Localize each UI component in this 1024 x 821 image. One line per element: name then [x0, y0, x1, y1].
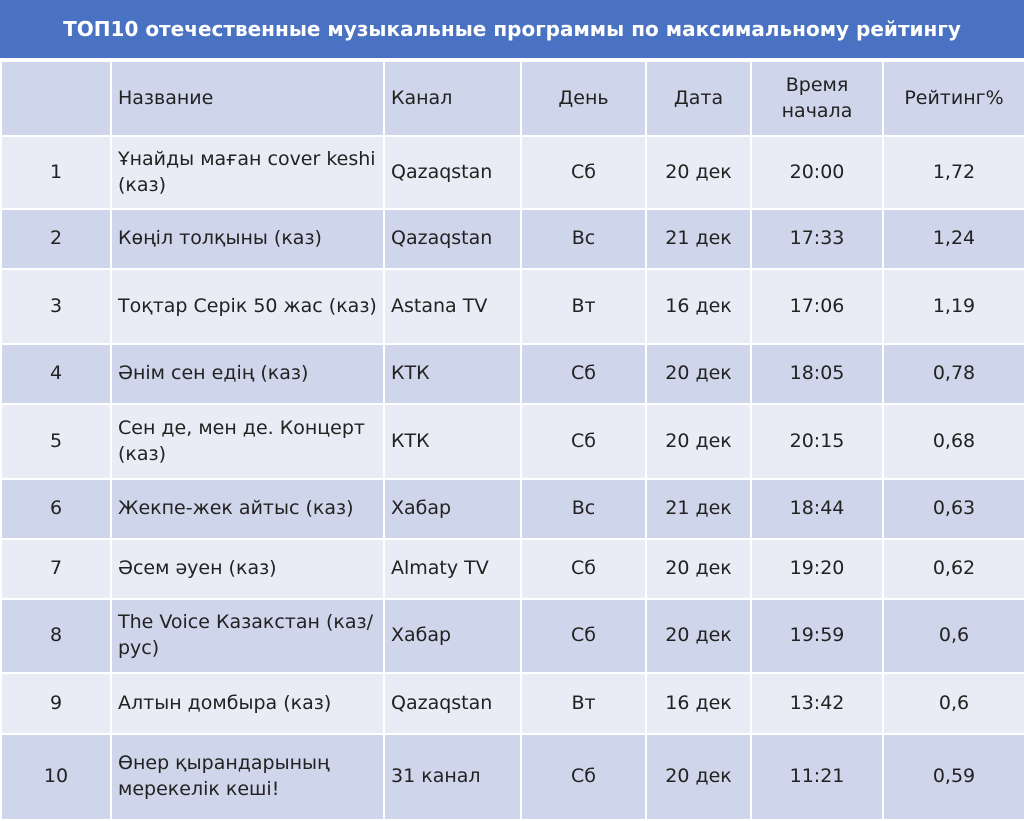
- table-cell: 0,78: [882, 343, 1024, 405]
- table-row: 9 Алтын домбыра (каз) Qazaqstan Вт 16 дек 13:…: [0, 672, 1024, 735]
- table-cell: 20 дек: [645, 343, 752, 405]
- table-cell: Әнім сен едің (каз): [110, 343, 385, 405]
- table-cell: Сб: [520, 343, 647, 405]
- header-cell: Дата: [645, 60, 752, 137]
- table-cell: Тоқтар Серік 50 жас (каз): [110, 268, 385, 345]
- table-row: 1 Ұнайды маған cover keshi (каз) Qazaqstan…: [0, 135, 1024, 210]
- table-row: 7 Әсем әуен (каз) Almaty TV Сб 20 дек 19:20 0,…: [0, 538, 1024, 600]
- table-cell: 16 дек: [645, 268, 752, 345]
- table-cell: КТК: [383, 403, 522, 480]
- ratings-table: Название Канал День Дата Время начала Рейтинг…: [0, 60, 1024, 821]
- header-cell: Название: [110, 60, 385, 137]
- header-cell: [0, 60, 112, 137]
- table-cell: 20 дек: [645, 598, 752, 674]
- table-cell: 5: [0, 403, 112, 480]
- table-cell: 10: [0, 733, 112, 821]
- table-cell: 9: [0, 672, 112, 735]
- table-cell: 3: [0, 268, 112, 345]
- table-cell: 19:59: [750, 598, 884, 674]
- table-row: 10 Өнер қырандарының мерекелік кеші! 31 ка…: [0, 733, 1024, 821]
- table-cell: Сб: [520, 403, 647, 480]
- table-cell: Вт: [520, 672, 647, 735]
- table-cell: Qazaqstan: [383, 672, 522, 735]
- table-row: 4 Әнім сен едің (каз) КТК Сб 20 дек 18:05 0,78: [0, 343, 1024, 405]
- table-cell: 2: [0, 208, 112, 270]
- table-cell: Сб: [520, 135, 647, 210]
- header-row: Название Канал День Дата Время начала Рейтинг…: [0, 60, 1024, 137]
- table-cell: 21 дек: [645, 478, 752, 540]
- table-cell: 1,24: [882, 208, 1024, 270]
- table-cell: The Voice Казакстан (каз/рус): [110, 598, 385, 674]
- table-cell: 11:21: [750, 733, 884, 821]
- table-cell: Сб: [520, 598, 647, 674]
- table-cell: 0,6: [882, 672, 1024, 735]
- table-row: 8 The Voice Казакстан (каз/рус) Хабар Сб 20 …: [0, 598, 1024, 674]
- table-cell: Вс: [520, 208, 647, 270]
- table-cell: Жекпе-жек айтыс (каз): [110, 478, 385, 540]
- table-cell: 1,19: [882, 268, 1024, 345]
- table-cell: Өнер қырандарының мерекелік кеші!: [110, 733, 385, 821]
- table-cell: 7: [0, 538, 112, 600]
- table-title: ТОП10 отечественные музыкальные программ…: [0, 0, 1024, 60]
- table-cell: Сен де, мен де. Концерт (каз): [110, 403, 385, 480]
- table-cell: 0,59: [882, 733, 1024, 821]
- table-cell: 17:06: [750, 268, 884, 345]
- table-cell: Хабар: [383, 598, 522, 674]
- table-cell: 16 дек: [645, 672, 752, 735]
- table-cell: Алтын домбыра (каз): [110, 672, 385, 735]
- header-cell: Рейтинг%: [882, 60, 1024, 137]
- table-cell: 0,63: [882, 478, 1024, 540]
- table-cell: КТК: [383, 343, 522, 405]
- table-cell: 20:00: [750, 135, 884, 210]
- table-cell: Qazaqstan: [383, 208, 522, 270]
- table-cell: 31 канал: [383, 733, 522, 821]
- table-cell: 8: [0, 598, 112, 674]
- table-cell: 0,68: [882, 403, 1024, 480]
- table-cell: 20 дек: [645, 403, 752, 480]
- table-row: 5 Сен де, мен де. Концерт (каз) КТК Сб 20 де…: [0, 403, 1024, 480]
- table-cell: Вс: [520, 478, 647, 540]
- table-cell: 6: [0, 478, 112, 540]
- table-cell: Сб: [520, 733, 647, 821]
- table-cell: 20:15: [750, 403, 884, 480]
- table-cell: Almaty TV: [383, 538, 522, 600]
- table-cell: 19:20: [750, 538, 884, 600]
- table-cell: 17:33: [750, 208, 884, 270]
- table-cell: 1,72: [882, 135, 1024, 210]
- table-cell: 20 дек: [645, 538, 752, 600]
- table-row: 6 Жекпе-жек айтыс (каз) Хабар Вс 21 дек 18:44…: [0, 478, 1024, 540]
- table-cell: Ұнайды маған cover keshi (каз): [110, 135, 385, 210]
- table-cell: Хабар: [383, 478, 522, 540]
- table-cell: 20 дек: [645, 733, 752, 821]
- table-cell: 18:05: [750, 343, 884, 405]
- table-cell: 0,6: [882, 598, 1024, 674]
- table-cell: 4: [0, 343, 112, 405]
- table-cell: 18:44: [750, 478, 884, 540]
- table-cell: Көңіл толқыны (каз): [110, 208, 385, 270]
- table-cell: Вт: [520, 268, 647, 345]
- header-cell: Канал: [383, 60, 522, 137]
- table-cell: 0,62: [882, 538, 1024, 600]
- table-cell: Qazaqstan: [383, 135, 522, 210]
- table-cell: Astana TV: [383, 268, 522, 345]
- table-cell: Әсем әуен (каз): [110, 538, 385, 600]
- header-cell: Время начала: [750, 60, 884, 137]
- table-cell: 21 дек: [645, 208, 752, 270]
- table-row: 2 Көңіл толқыны (каз) Qazaqstan Вс 21 дек 17:…: [0, 208, 1024, 270]
- table-cell: 20 дек: [645, 135, 752, 210]
- table-cell: Сб: [520, 538, 647, 600]
- table-cell: 13:42: [750, 672, 884, 735]
- header-cell: День: [520, 60, 647, 137]
- table-row: 3 Тоқтар Серік 50 жас (каз) Astana TV Вт 16 …: [0, 268, 1024, 345]
- table-cell: 1: [0, 135, 112, 210]
